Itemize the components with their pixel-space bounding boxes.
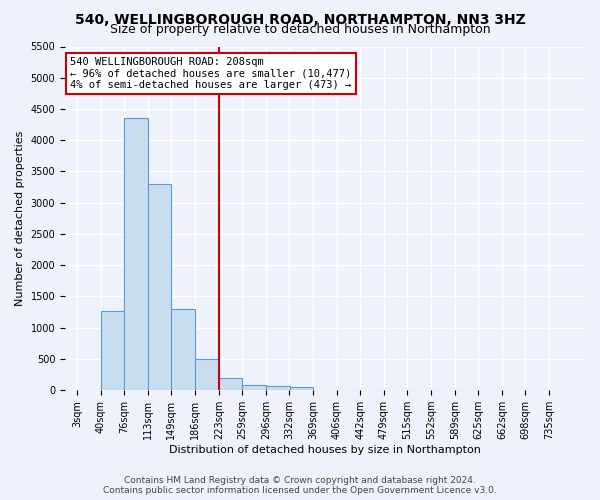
X-axis label: Distribution of detached houses by size in Northampton: Distribution of detached houses by size … [169,445,481,455]
Text: 540, WELLINGBOROUGH ROAD, NORTHAMPTON, NN3 3HZ: 540, WELLINGBOROUGH ROAD, NORTHAMPTON, N… [74,12,526,26]
Text: 540 WELLINGBOROUGH ROAD: 208sqm
← 96% of detached houses are smaller (10,477)
4%: 540 WELLINGBOROUGH ROAD: 208sqm ← 96% of… [70,57,352,90]
Bar [172,309,194,390]
Y-axis label: Number of detached properties: Number of detached properties [15,130,25,306]
Bar [148,184,172,390]
Bar [101,311,124,390]
Text: Size of property relative to detached houses in Northampton: Size of property relative to detached ho… [110,22,490,36]
Bar [290,387,313,390]
Bar [242,384,266,390]
Bar [266,386,290,390]
Text: Contains HM Land Registry data © Crown copyright and database right 2024.
Contai: Contains HM Land Registry data © Crown c… [103,476,497,495]
Bar [124,118,148,390]
Bar [196,359,218,390]
Bar [219,378,242,390]
